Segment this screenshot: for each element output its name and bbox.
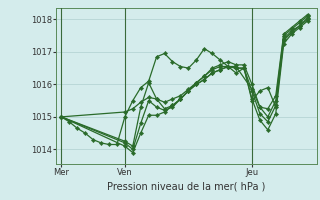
X-axis label: Pression niveau de la mer( hPa ): Pression niveau de la mer( hPa ) bbox=[107, 181, 266, 191]
